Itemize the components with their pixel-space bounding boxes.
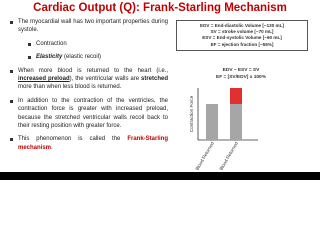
slide: Cardiac Output (Q): Frank-Starling Mecha…: [0, 0, 320, 180]
bullet-text: This phenomenon is called the: [18, 136, 128, 143]
definition: SV = stroke volume [~70 mL]: [210, 29, 274, 35]
bullet-list: The myocardial wall has two important pr…: [10, 18, 168, 157]
bar-less: [206, 104, 218, 140]
x-label: More Blood Returned: [213, 141, 239, 170]
definition: ESV = End-systolic Volume [~60 mL]: [202, 35, 282, 41]
bullet-emphasis: Frank-Starling mechanism: [18, 136, 168, 151]
equations: EDV – ESV = SV EF = [SV/EDV] x 100%: [176, 68, 306, 81]
bullet: In addition to the contraction of the ve…: [10, 97, 168, 131]
definition: EDV = End-diastolic Volume [~130 mL]: [200, 23, 284, 28]
bullet-emphasis: stretched: [140, 76, 168, 83]
bar-more-base: [230, 104, 242, 140]
bullet-text: Contraction: [36, 40, 67, 47]
bullet-emphasis: increased preload: [18, 76, 70, 83]
bullet-text: ), the ventricular walls are: [69, 76, 141, 83]
bullet-text: more than when less blood is returned.: [18, 84, 122, 91]
bullet-emphasis: Elasticity: [36, 54, 63, 61]
bullet: When more blood is returned to the heart…: [10, 67, 168, 92]
x-label: Less Blood Returned: [189, 141, 215, 170]
bullet: The myocardial wall has two important pr…: [10, 18, 168, 62]
bar-more-extra: [230, 88, 242, 104]
equation: EDV – ESV = SV: [222, 68, 260, 73]
diagram: Contraction Force Less Blood Returned Mo…: [189, 88, 258, 170]
equation: EF = [SV/EDV] x 100%: [216, 74, 266, 80]
bullet-text: In addition to the contraction of the ve…: [18, 97, 168, 130]
sub-bullet: Contraction: [18, 40, 168, 48]
definitions-box: EDV = End-diastolic Volume [~130 mL] SV …: [176, 20, 308, 51]
y-axis-label: Contraction Force: [189, 95, 194, 132]
slide-title: Cardiac Output (Q): Frank-Starling Mecha…: [33, 2, 287, 14]
bullet-text: (elastic recoil): [62, 54, 102, 61]
bullet-text: When more blood is returned to the heart…: [18, 67, 168, 74]
bullet: This phenomenon is called the Frank-Star…: [10, 135, 168, 152]
letterbox: [0, 172, 320, 180]
bullet-text: .: [51, 144, 53, 151]
definition: EF = ejection fraction [~55%]: [210, 41, 274, 47]
bullet-text: The myocardial wall has two important pr…: [18, 19, 168, 34]
sub-bullet: Elasticity (elastic recoil): [18, 53, 168, 61]
